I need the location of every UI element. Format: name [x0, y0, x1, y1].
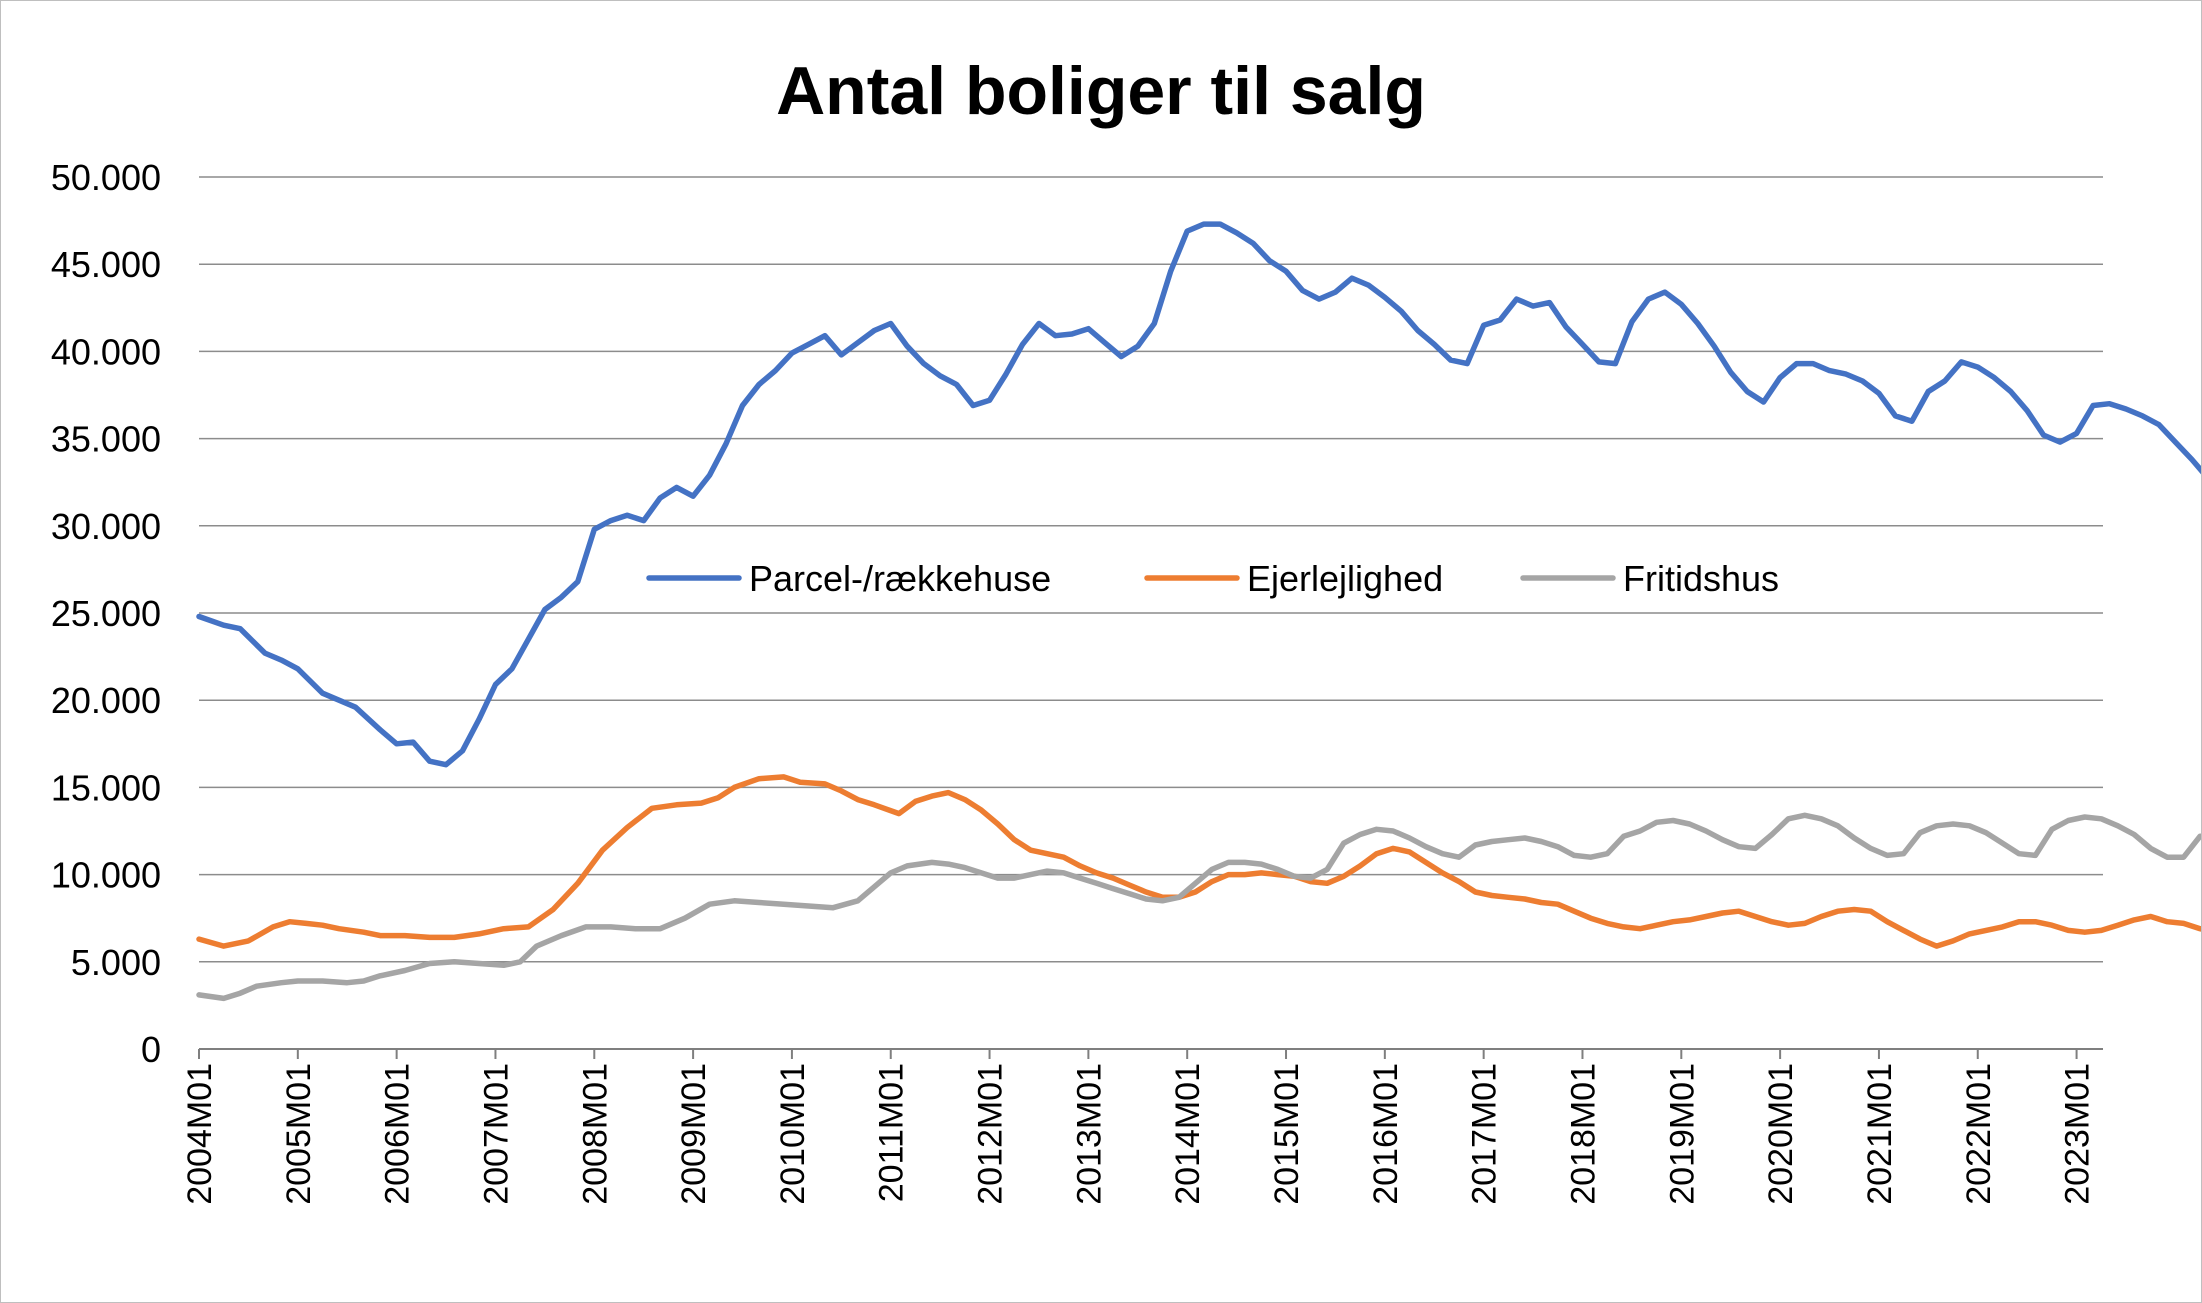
x-tick-label: 2012M01 [972, 1063, 1010, 1205]
x-tick-label: 2009M01 [675, 1063, 713, 1205]
series-line-parcel-r-kkehuse [196, 221, 2201, 768]
y-tick-label: 35.000 [51, 419, 161, 460]
x-tick-label: 2017M01 [1466, 1063, 1504, 1205]
y-tick-label: 10.000 [51, 855, 161, 896]
x-tick-label: 2005M01 [280, 1063, 318, 1205]
y-tick-label: 50.000 [51, 157, 161, 198]
x-tick-label: 2010M01 [774, 1063, 812, 1205]
y-tick-label: 0 [141, 1029, 161, 1070]
y-tick-label: 45.000 [51, 244, 161, 285]
x-tick-label: 2014M01 [1169, 1063, 1207, 1205]
x-tick-label: 2018M01 [1564, 1063, 1602, 1205]
x-tick-label: 2013M01 [1070, 1063, 1108, 1205]
y-tick-label: 15.000 [51, 767, 161, 808]
x-tick-label: 2022M01 [1960, 1063, 1998, 1205]
series-line-fritidshus [196, 812, 2201, 1002]
x-tick-label: 2015M01 [1268, 1063, 1306, 1205]
legend-label: Ejerlejlighed [1247, 558, 1443, 599]
series-lines [196, 221, 2201, 1002]
y-tick-label: 20.000 [51, 680, 161, 721]
x-tick-label: 2007M01 [477, 1063, 515, 1205]
x-tick-label: 2006M01 [379, 1063, 417, 1205]
y-tick-label: 25.000 [51, 593, 161, 634]
x-tick-label: 2004M01 [181, 1063, 219, 1205]
y-tick-label: 5.000 [71, 942, 161, 983]
x-tick-label: 2020M01 [1762, 1063, 1800, 1205]
legend-label: Fritidshus [1623, 558, 1779, 599]
x-tick-label: 2008M01 [576, 1063, 614, 1205]
y-tick-label: 30.000 [51, 506, 161, 547]
series-line-ejerlejlighed [196, 774, 2201, 949]
x-tick-label: 2016M01 [1367, 1063, 1405, 1205]
y-tick-label: 40.000 [51, 331, 161, 372]
gridlines [199, 176, 2103, 963]
x-axis: 2004M01 2005M01 2006M01 2007M01 2008M01 2009M… [181, 1048, 2103, 1205]
x-tick-label: 2023M01 [2059, 1063, 2097, 1205]
legend-label: Parcel-/rækkehuse [749, 558, 1051, 599]
x-tick-label: 2019M01 [1663, 1063, 1701, 1205]
legend: Parcel-/rækkehuse Ejerlejlighed Fritidshus [646, 558, 1779, 599]
x-tick-label: 2011M01 [873, 1063, 911, 1202]
x-tick-label: 2021M01 [1861, 1063, 1899, 1205]
chart-title: Antal boliger til salg [776, 53, 1426, 129]
y-axis-ticks: 0 5.000 10.000 15.000 20.000 25.000 30.000 35.0… [51, 157, 161, 1070]
